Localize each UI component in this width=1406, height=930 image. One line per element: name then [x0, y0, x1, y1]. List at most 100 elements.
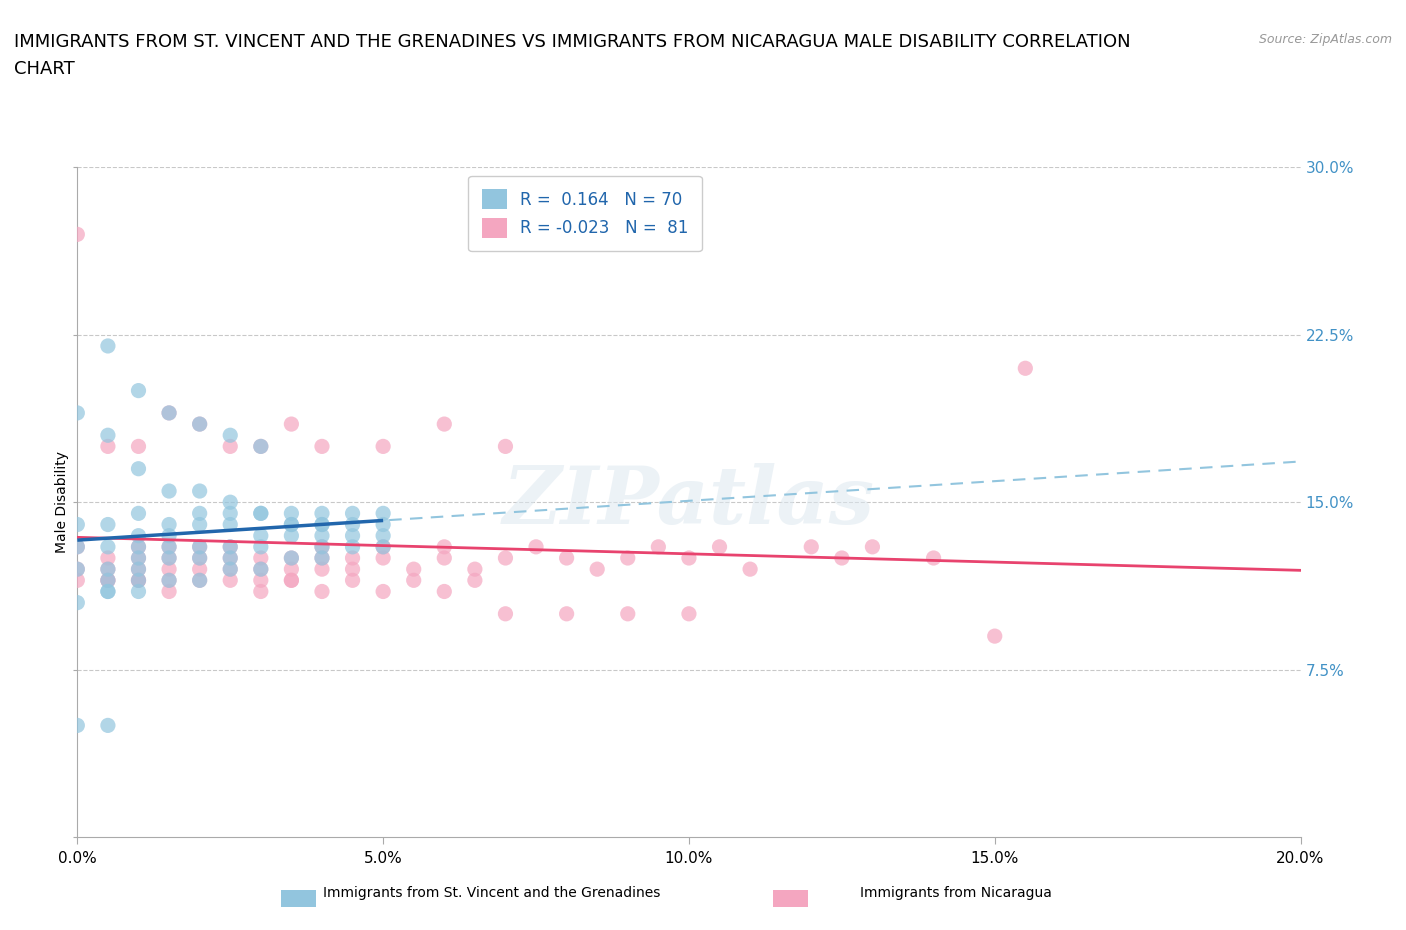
Point [219, 551, 242, 565]
Point [128, 551, 150, 565]
Point [66, 227, 89, 242]
Point [371, 551, 394, 565]
Point [617, 551, 640, 565]
Point [66, 562, 89, 577]
Y-axis label: Male Disability: Male Disability [55, 451, 69, 553]
Point [495, 551, 517, 565]
Point [97, 573, 120, 588]
Point [311, 584, 333, 599]
Point [188, 539, 211, 554]
Point [188, 539, 211, 554]
Point [66, 562, 89, 577]
Point [342, 562, 364, 577]
Point [219, 517, 242, 532]
Point [984, 629, 1007, 644]
Point [219, 506, 242, 521]
Point [97, 428, 120, 443]
Point [97, 439, 120, 454]
Point [280, 562, 302, 577]
Point [188, 573, 211, 588]
Point [128, 506, 150, 521]
Point [250, 506, 273, 521]
Point [371, 584, 394, 599]
Point [66, 595, 89, 610]
Point [128, 383, 150, 398]
Point [157, 405, 180, 420]
Point [219, 573, 242, 588]
Point [128, 461, 150, 476]
Point [280, 517, 302, 532]
Point [128, 439, 150, 454]
Point [311, 562, 333, 577]
Point [157, 539, 180, 554]
Point [66, 539, 89, 554]
Point [311, 551, 333, 565]
Point [311, 517, 333, 532]
Point [97, 573, 120, 588]
Point [97, 551, 120, 565]
Point [1014, 361, 1036, 376]
Point [342, 539, 364, 554]
Point [66, 718, 89, 733]
Text: Immigrants from Nicaragua: Immigrants from Nicaragua [860, 885, 1052, 900]
Point [280, 417, 302, 432]
Point [555, 606, 578, 621]
Point [555, 551, 578, 565]
Point [311, 551, 333, 565]
Point [311, 439, 333, 454]
Point [128, 562, 150, 577]
Text: Source: ZipAtlas.com: Source: ZipAtlas.com [1258, 33, 1392, 46]
Point [97, 339, 120, 353]
Point [647, 539, 669, 554]
Point [66, 539, 89, 554]
Point [433, 551, 456, 565]
Point [402, 573, 425, 588]
Point [342, 528, 364, 543]
Point [97, 562, 120, 577]
Point [250, 528, 273, 543]
Point [280, 528, 302, 543]
Point [128, 539, 150, 554]
Point [371, 506, 394, 521]
Point [524, 539, 547, 554]
Point [188, 551, 211, 565]
Point [464, 562, 486, 577]
Point [97, 573, 120, 588]
Point [157, 539, 180, 554]
Point [280, 551, 302, 565]
Point [250, 539, 273, 554]
Point [311, 517, 333, 532]
Point [128, 573, 150, 588]
Point [157, 528, 180, 543]
Legend: R =  0.164   N = 70, R = -0.023   N =  81: R = 0.164 N = 70, R = -0.023 N = 81 [468, 176, 702, 251]
Point [157, 517, 180, 532]
Point [97, 517, 120, 532]
Point [188, 484, 211, 498]
Point [97, 562, 120, 577]
Point [66, 405, 89, 420]
Point [371, 528, 394, 543]
Point [371, 539, 394, 554]
Point [157, 573, 180, 588]
Point [219, 539, 242, 554]
Point [219, 428, 242, 443]
Point [280, 517, 302, 532]
Point [157, 484, 180, 498]
Point [128, 584, 150, 599]
Point [402, 562, 425, 577]
Text: IMMIGRANTS FROM ST. VINCENT AND THE GRENADINES VS IMMIGRANTS FROM NICARAGUA MALE: IMMIGRANTS FROM ST. VINCENT AND THE GREN… [14, 33, 1130, 50]
Point [617, 606, 640, 621]
Point [219, 439, 242, 454]
Point [250, 584, 273, 599]
Point [495, 606, 517, 621]
Point [97, 584, 120, 599]
Point [311, 506, 333, 521]
Point [157, 405, 180, 420]
Point [188, 551, 211, 565]
Point [433, 417, 456, 432]
Point [678, 606, 700, 621]
Point [97, 718, 120, 733]
Point [250, 506, 273, 521]
Point [433, 584, 456, 599]
Point [157, 551, 180, 565]
